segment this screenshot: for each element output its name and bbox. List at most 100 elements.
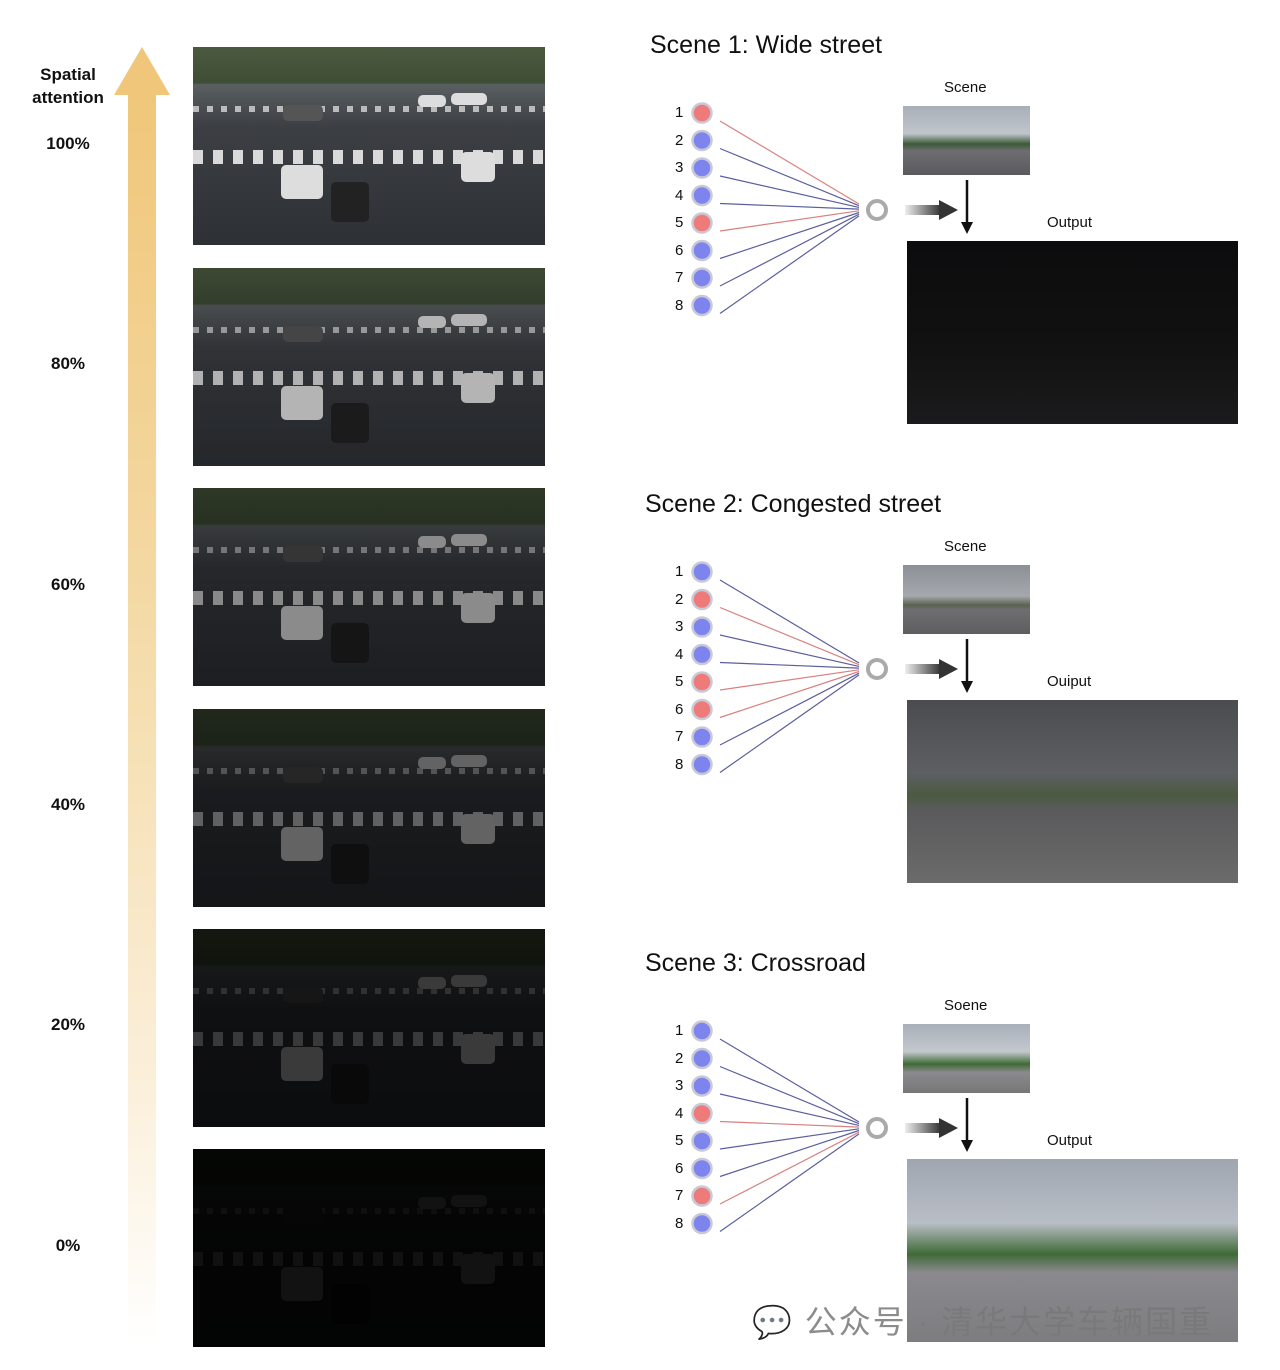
connection-line bbox=[719, 1093, 860, 1126]
node-number: 7 bbox=[675, 1187, 684, 1204]
node-6 bbox=[691, 239, 713, 262]
connection-line bbox=[719, 606, 860, 666]
watermark: 💬 公众号 · 清华大学车辆国重 bbox=[752, 1297, 1213, 1343]
connection-line bbox=[719, 1129, 860, 1178]
node-number: 3 bbox=[675, 159, 684, 176]
attention-arrow-shaft bbox=[128, 94, 156, 1344]
down-arrow-icon bbox=[961, 639, 973, 693]
connection-line bbox=[719, 634, 860, 667]
connection-line bbox=[719, 661, 860, 669]
node-number: 3 bbox=[675, 1077, 684, 1094]
attention-photo bbox=[193, 488, 545, 686]
node-5 bbox=[691, 212, 713, 234]
node-number: 1 bbox=[675, 1022, 684, 1039]
node-number: 8 bbox=[675, 755, 684, 773]
attention-network bbox=[691, 561, 958, 776]
attention-network bbox=[691, 1020, 958, 1235]
tick-60: 60% bbox=[50, 575, 86, 594]
node-1 bbox=[691, 1020, 713, 1042]
connection-line bbox=[719, 1065, 860, 1125]
aggregation-node-icon bbox=[866, 658, 888, 680]
connection-line bbox=[719, 175, 860, 208]
node-2 bbox=[691, 1047, 713, 1070]
tick-100: 100% bbox=[46, 134, 90, 153]
node-4 bbox=[691, 1102, 713, 1125]
node-number: 7 bbox=[675, 269, 684, 286]
gray-arrow-head-icon bbox=[939, 200, 958, 220]
tick-80: 80% bbox=[50, 354, 86, 373]
connection-line bbox=[719, 147, 860, 207]
node-number: 4 bbox=[675, 645, 684, 663]
node-1 bbox=[691, 102, 713, 124]
output-label: Output bbox=[1047, 1132, 1093, 1149]
output-label: Ouiput bbox=[1047, 673, 1092, 690]
node-number: 8 bbox=[675, 1214, 684, 1232]
node-number: 7 bbox=[675, 728, 684, 745]
gray-arrow-shaft bbox=[905, 205, 941, 215]
node-6 bbox=[691, 1157, 713, 1180]
node-5 bbox=[691, 1130, 713, 1152]
connection-line bbox=[719, 120, 860, 205]
scene-thumbnail bbox=[903, 106, 1030, 175]
tick-20: 20% bbox=[50, 1015, 86, 1034]
node-number: 2 bbox=[675, 1049, 684, 1067]
node-8 bbox=[691, 1212, 713, 1235]
scene-thumbnail bbox=[903, 565, 1030, 634]
node-4 bbox=[691, 184, 713, 207]
watermark-text: 公众号 · 清华大学车辆国重 bbox=[804, 1304, 1214, 1340]
tick-0: 0% bbox=[55, 1236, 81, 1255]
node-7 bbox=[691, 726, 713, 748]
node-2 bbox=[691, 129, 713, 152]
node-8 bbox=[691, 753, 713, 776]
attention-photo bbox=[193, 929, 545, 1127]
output-image bbox=[907, 700, 1238, 883]
scene-label: Soene bbox=[944, 997, 988, 1014]
attention-arrow-head-icon bbox=[114, 47, 170, 95]
aggregation-node-icon bbox=[866, 199, 888, 221]
node-8 bbox=[691, 294, 713, 317]
down-arrow-icon bbox=[961, 180, 973, 234]
scene-title: Scene 3: Crossroad bbox=[645, 949, 866, 977]
connection-line bbox=[719, 211, 860, 260]
axis-title: Spatial attention bbox=[32, 65, 104, 107]
connection-line bbox=[719, 1120, 860, 1128]
gray-arrow-shaft bbox=[905, 1123, 941, 1133]
output-image bbox=[907, 241, 1238, 424]
node-number: 4 bbox=[675, 186, 684, 204]
node-number: 6 bbox=[675, 241, 684, 259]
node-number: 4 bbox=[675, 1104, 684, 1122]
connection-line bbox=[719, 1133, 860, 1232]
node-number: 8 bbox=[675, 296, 684, 314]
gray-arrow-head-icon bbox=[939, 659, 958, 679]
attention-photo bbox=[193, 1149, 545, 1347]
node-number: 2 bbox=[675, 590, 684, 608]
tick-40: 40% bbox=[50, 795, 86, 814]
node-4 bbox=[691, 643, 713, 666]
node-number: 5 bbox=[675, 673, 684, 690]
attention-photo bbox=[193, 268, 545, 466]
node-7 bbox=[691, 1185, 713, 1207]
down-arrow-icon bbox=[961, 1098, 973, 1152]
node-number: 2 bbox=[675, 131, 684, 149]
connection-line bbox=[719, 1131, 860, 1205]
node-number: 5 bbox=[675, 1132, 684, 1149]
node-5 bbox=[691, 671, 713, 693]
node-1 bbox=[691, 561, 713, 583]
connection-line bbox=[719, 674, 860, 773]
node-number: 6 bbox=[675, 1159, 684, 1177]
aggregation-node-icon bbox=[866, 1117, 888, 1139]
connection-line bbox=[719, 579, 860, 664]
node-2 bbox=[691, 588, 713, 611]
scene-label: Scene bbox=[944, 79, 987, 96]
node-number: 6 bbox=[675, 700, 684, 718]
connection-line bbox=[719, 669, 860, 691]
connection-line bbox=[719, 202, 860, 210]
connection-line bbox=[719, 672, 860, 746]
connection-line bbox=[719, 210, 860, 232]
node-number: 3 bbox=[675, 618, 684, 635]
wechat-icon: 💬 bbox=[752, 1304, 794, 1340]
connection-line bbox=[719, 1128, 860, 1150]
attention-network bbox=[691, 102, 958, 317]
connection-line bbox=[719, 215, 860, 314]
